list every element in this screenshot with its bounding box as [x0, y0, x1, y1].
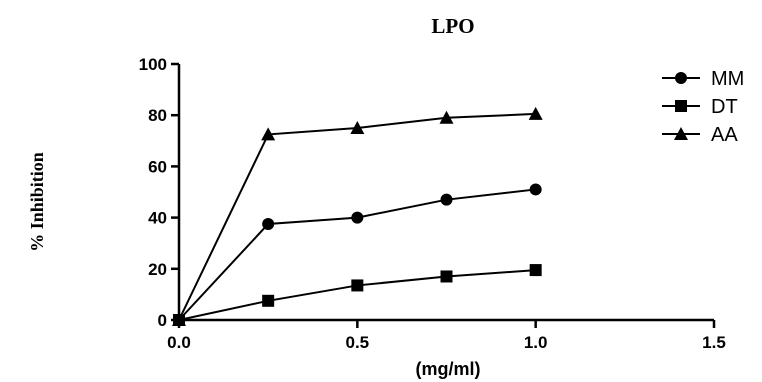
series-line-dt — [178, 269, 536, 321]
legend-item-aa: AA — [662, 124, 738, 146]
x-axis-label: (mg/ml) — [416, 359, 481, 379]
y-axis-ticks: 0 20 40 60 80 100 — [139, 55, 179, 330]
legend-marker-mm — [675, 72, 687, 84]
data-point-aa — [261, 127, 276, 141]
x-tick-label: 0.5 — [346, 333, 370, 352]
y-tick-label: 40 — [148, 209, 167, 228]
y-tick-label: 80 — [148, 106, 167, 125]
y-axis-label: % Inhibition — [27, 152, 47, 252]
data-point-aa — [172, 313, 186, 326]
y-tick-label: 60 — [148, 157, 167, 176]
x-tick-label: 0.0 — [167, 333, 191, 352]
legend-label-mm: MM — [711, 68, 744, 90]
data-point-aa — [528, 106, 543, 120]
chart-title: LPO — [431, 14, 474, 38]
legend-marker-dt — [675, 100, 687, 112]
x-axis-ticks: 0.0 0.5 1.0 1.5 — [167, 320, 726, 352]
y-tick-label: 20 — [148, 260, 167, 279]
data-point-mm — [529, 183, 542, 196]
data-point-dt — [440, 270, 453, 283]
legend-item-mm: MM — [662, 68, 744, 90]
axes — [177, 64, 714, 322]
data-point-mm — [262, 218, 275, 230]
data-point-dt — [529, 264, 542, 277]
y-tick-label: 100 — [139, 55, 167, 74]
data-point-aa — [439, 110, 454, 124]
data-point-dt — [351, 279, 364, 292]
x-tick-label: 1.5 — [702, 333, 726, 352]
legend-marker-aa — [674, 127, 688, 140]
legend-label-aa: AA — [711, 124, 738, 146]
data-point-mm — [440, 193, 453, 206]
legend-label-dt: DT — [711, 96, 738, 118]
legend-item-dt: DT — [662, 96, 738, 118]
data-point-dt — [262, 294, 275, 307]
y-tick-label: 0 — [158, 311, 167, 330]
x-tick-label: 1.0 — [524, 333, 548, 352]
series-markers — [172, 106, 543, 326]
data-point-mm — [351, 211, 364, 224]
data-point-aa — [350, 121, 365, 134]
legend: MM DT AA — [662, 68, 744, 146]
